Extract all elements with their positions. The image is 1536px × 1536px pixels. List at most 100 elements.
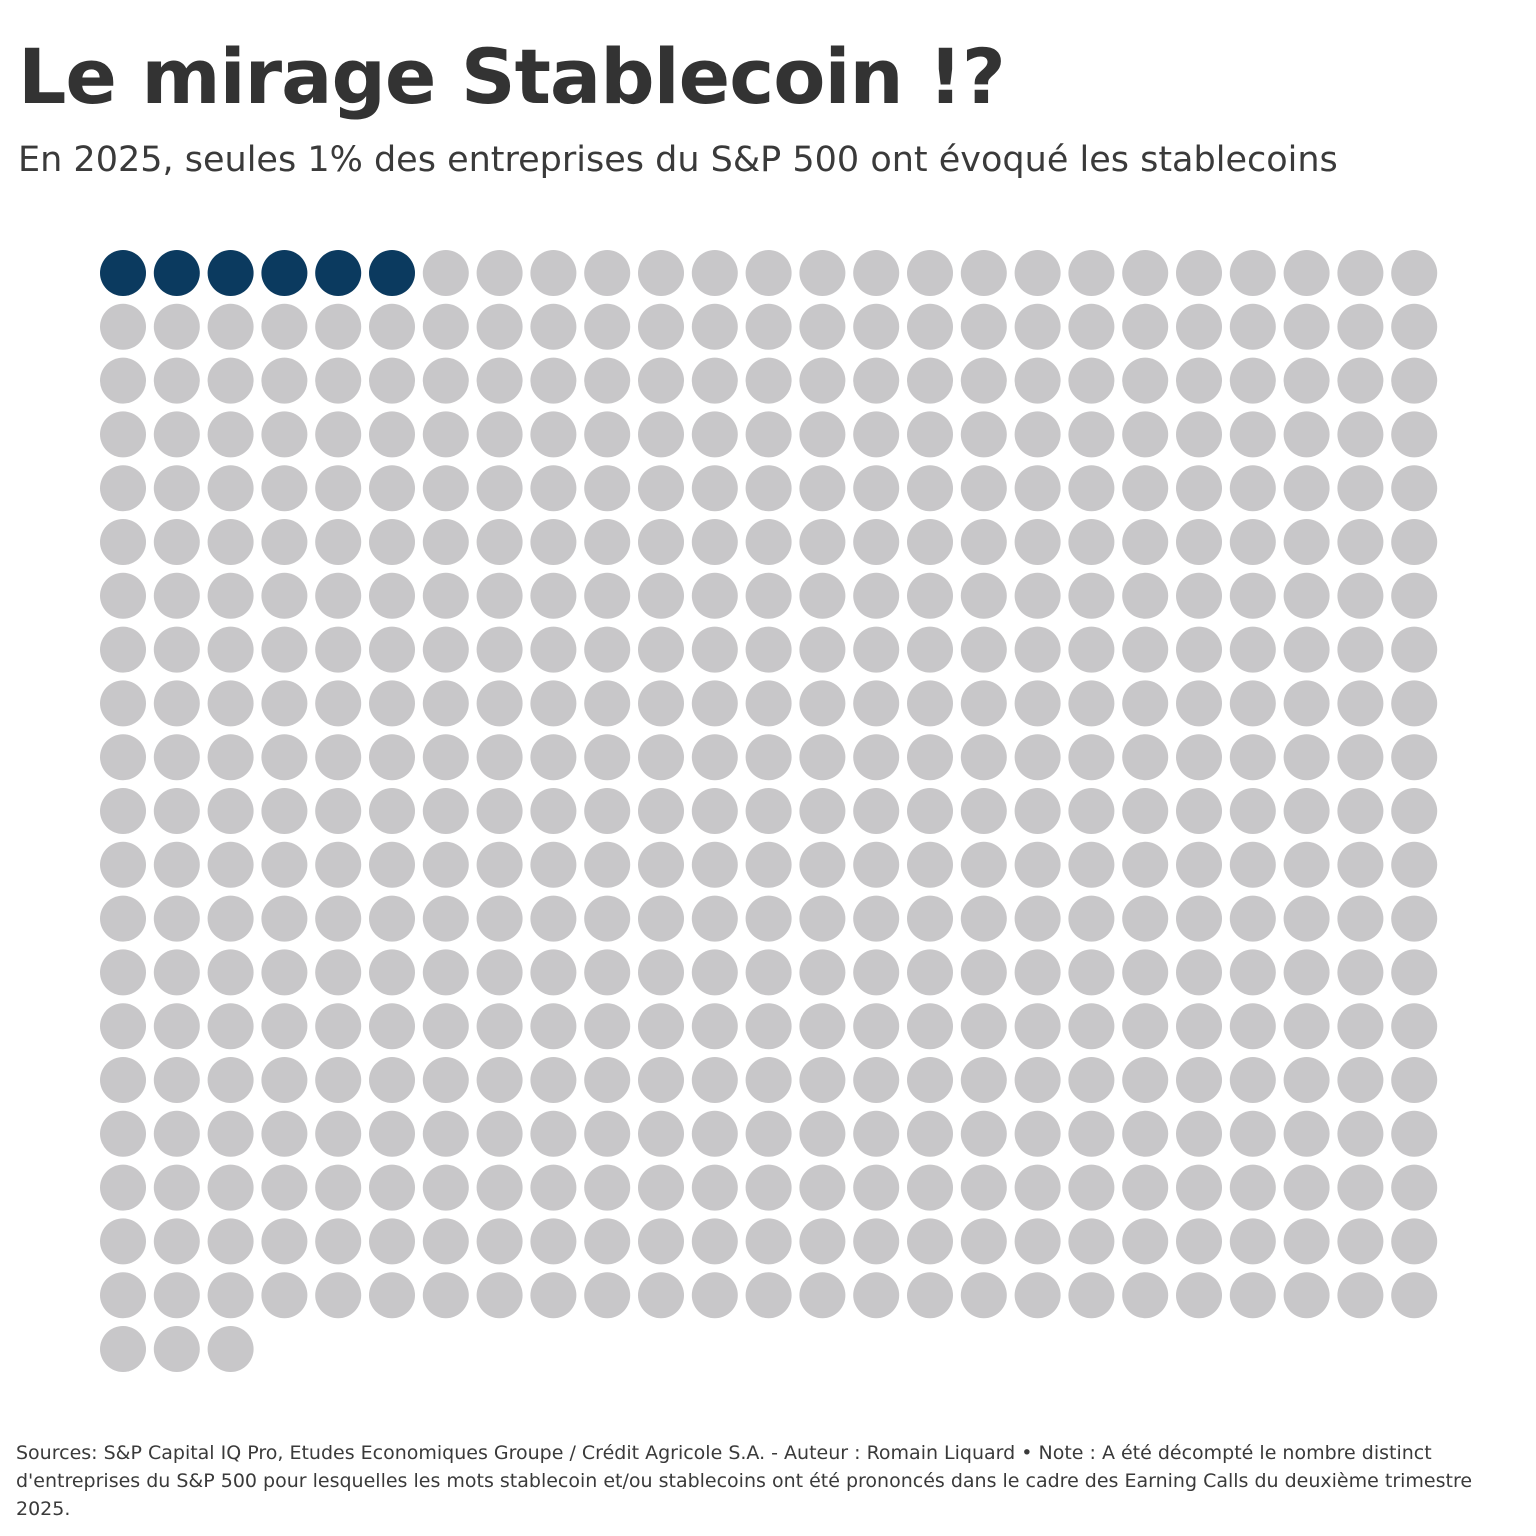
waffle-dot xyxy=(638,680,684,727)
waffle-dot xyxy=(100,465,146,512)
waffle-dot xyxy=(476,1057,523,1103)
waffle-dot xyxy=(1068,788,1115,834)
waffle-dot xyxy=(261,519,308,565)
waffle-dot xyxy=(315,1057,362,1103)
waffle-dot xyxy=(584,519,631,565)
waffle-dot xyxy=(1229,303,1276,350)
waffle-dot xyxy=(369,1164,415,1211)
waffle-dot xyxy=(960,519,1007,565)
waffle-dot xyxy=(584,357,631,404)
waffle-dot xyxy=(799,788,846,834)
waffle-dot xyxy=(422,949,469,996)
waffle-dot xyxy=(960,895,1007,942)
waffle-dot xyxy=(1122,1003,1169,1050)
waffle-dot xyxy=(584,1110,631,1157)
waffle-dot xyxy=(691,1218,738,1265)
waffle-dot xyxy=(1176,465,1222,512)
waffle-dot xyxy=(1014,788,1061,834)
waffle-dot xyxy=(1176,250,1222,296)
waffle-dot xyxy=(369,895,415,942)
waffle-dot xyxy=(907,1272,953,1319)
waffle-dot xyxy=(1283,250,1330,296)
waffle-dot xyxy=(1229,949,1276,996)
waffle-dot xyxy=(261,788,308,834)
waffle-dot xyxy=(315,357,362,404)
waffle-dot xyxy=(799,734,846,781)
waffle-dot xyxy=(207,357,254,404)
waffle-dot xyxy=(907,465,953,512)
waffle-dot xyxy=(1337,411,1384,458)
waffle-dot xyxy=(1391,734,1438,781)
waffle-dot xyxy=(422,465,469,512)
waffle-dot xyxy=(799,1003,846,1050)
waffle-dot xyxy=(1283,1164,1330,1211)
waffle-dot xyxy=(691,1057,738,1103)
waffle-dot xyxy=(691,465,738,512)
waffle-dot xyxy=(1122,519,1169,565)
waffle-dot xyxy=(315,734,362,781)
waffle-dot xyxy=(745,949,792,996)
waffle-dot xyxy=(745,465,792,512)
waffle-dot xyxy=(745,1218,792,1265)
waffle-dot xyxy=(1068,1110,1115,1157)
waffle-dot xyxy=(1283,1003,1330,1050)
waffle-dot xyxy=(369,734,415,781)
waffle-dot xyxy=(745,411,792,458)
waffle-dot xyxy=(1014,841,1061,888)
waffle-dot xyxy=(100,1272,146,1319)
waffle-dot xyxy=(745,734,792,781)
waffle-dot xyxy=(207,572,254,619)
waffle-dot xyxy=(1229,519,1276,565)
waffle-dot xyxy=(1068,519,1115,565)
waffle-dot xyxy=(853,572,900,619)
source-note: Sources: S&P Capital IQ Pro, Etudes Econ… xyxy=(16,1442,1473,1520)
waffle-dot xyxy=(907,1164,953,1211)
waffle-dot xyxy=(100,841,146,888)
waffle-dot xyxy=(1283,1218,1330,1265)
waffle-dot xyxy=(1337,895,1384,942)
waffle-dot xyxy=(691,626,738,673)
waffle-dot xyxy=(1122,841,1169,888)
waffle-dot xyxy=(907,841,953,888)
waffle-dot xyxy=(476,949,523,996)
waffle-dot xyxy=(907,734,953,781)
waffle-dot xyxy=(1122,572,1169,619)
waffle-dot xyxy=(1068,1218,1115,1265)
waffle-dot xyxy=(153,250,200,296)
waffle-dot xyxy=(907,572,953,619)
waffle-dot xyxy=(100,1164,146,1211)
waffle-dot xyxy=(369,357,415,404)
waffle-dot xyxy=(1391,841,1438,888)
waffle-dot xyxy=(799,680,846,727)
waffle-dot xyxy=(1176,303,1222,350)
waffle-dot xyxy=(745,357,792,404)
waffle-dot xyxy=(745,1110,792,1157)
waffle-dot xyxy=(1122,357,1169,404)
waffle-dot xyxy=(315,1218,362,1265)
waffle-dot xyxy=(369,1218,415,1265)
waffle-dot xyxy=(853,1272,900,1319)
waffle-dot xyxy=(153,1164,200,1211)
waffle-dot xyxy=(153,519,200,565)
waffle-dot xyxy=(960,734,1007,781)
waffle-dot xyxy=(907,1057,953,1103)
waffle-dot xyxy=(1014,680,1061,727)
waffle-dot xyxy=(907,357,953,404)
waffle-dot xyxy=(1176,841,1222,888)
waffle-dot xyxy=(153,303,200,350)
waffle-dot xyxy=(1176,680,1222,727)
waffle-dot xyxy=(369,680,415,727)
waffle-dot xyxy=(153,841,200,888)
waffle-dot xyxy=(1014,303,1061,350)
waffle-dot xyxy=(584,303,631,350)
waffle-dot xyxy=(369,1110,415,1157)
waffle-dot xyxy=(261,1164,308,1211)
waffle-dot xyxy=(476,465,523,512)
waffle-dot xyxy=(315,303,362,350)
waffle-dot xyxy=(638,1003,684,1050)
waffle-dot xyxy=(100,303,146,350)
waffle-dot xyxy=(853,357,900,404)
waffle-dot xyxy=(422,357,469,404)
waffle-dot xyxy=(1068,734,1115,781)
waffle-dot xyxy=(261,895,308,942)
